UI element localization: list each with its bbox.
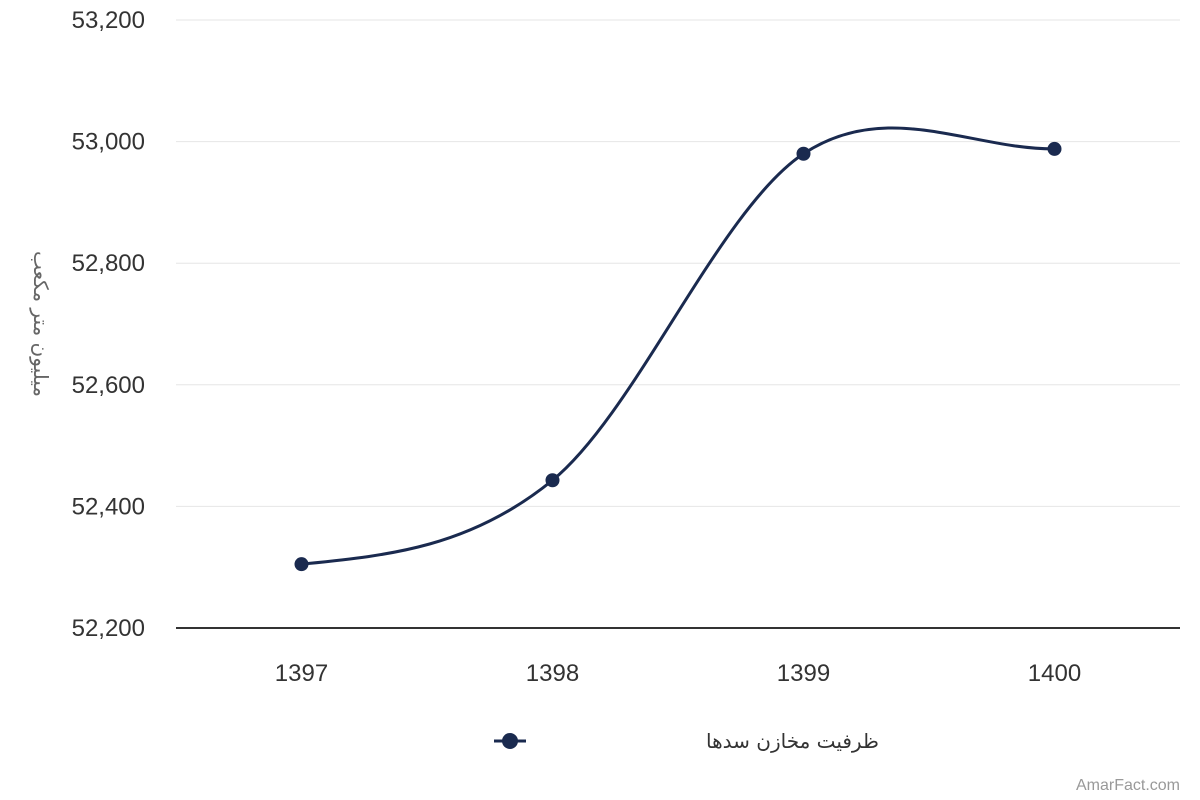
y-axis-title: میلیون متر مکعب xyxy=(29,251,53,397)
y-tick-label: 52,200 xyxy=(72,615,145,642)
legend-marker-icon xyxy=(502,733,518,749)
y-tick-label: 52,800 xyxy=(72,250,145,277)
x-tick-label: 1400 xyxy=(1028,660,1081,687)
credit-text[interactable]: AmarFact.com xyxy=(1076,777,1180,794)
y-tick-label: 52,600 xyxy=(72,372,145,399)
y-tick-label: 53,000 xyxy=(72,129,145,156)
data-point xyxy=(294,557,309,572)
x-tick-label: 1398 xyxy=(526,660,579,687)
x-axis-ticks: 1397 1398 1399 1400 xyxy=(275,660,1081,687)
data-point xyxy=(545,473,560,488)
x-tick-label: 1399 xyxy=(777,660,830,687)
x-tick-label: 1397 xyxy=(275,660,328,687)
series-line xyxy=(301,126,1055,566)
grid-lines xyxy=(176,19,1180,629)
y-tick-label: 53,200 xyxy=(72,7,145,34)
legend-label: ظرفیت مخازن سدها xyxy=(706,729,879,753)
y-axis-ticks: 52,200 52,400 52,600 52,800 53,000 53,200 xyxy=(72,7,145,642)
data-point xyxy=(796,146,811,161)
y-tick-label: 52,400 xyxy=(72,493,145,520)
legend[interactable]: ظرفیت مخازن سدها xyxy=(494,729,879,753)
series-layer xyxy=(294,126,1062,572)
data-point xyxy=(1047,141,1062,156)
